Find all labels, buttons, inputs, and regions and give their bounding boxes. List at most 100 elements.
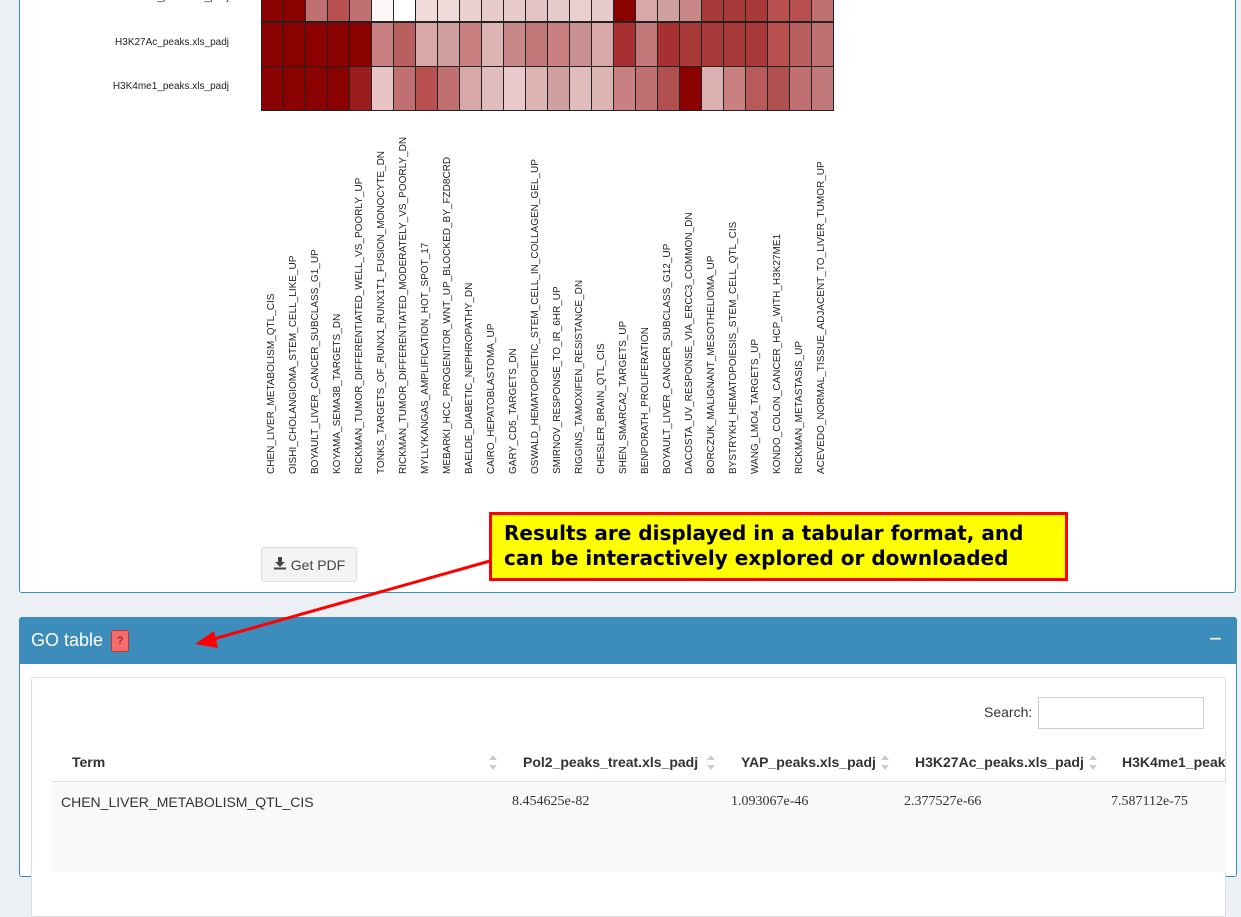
sort-icon[interactable] xyxy=(705,746,717,780)
heatmap-cell xyxy=(569,0,592,22)
heatmap-column-text: BOYAULT_LIVER_CANCER_SUBCLASS_G12_UP xyxy=(662,243,673,474)
heatmap-cell xyxy=(613,66,636,111)
heatmap-column-label: RICKMAN_METASTASIS_UP xyxy=(790,134,810,474)
heatmap-cell xyxy=(327,0,350,22)
heatmap-cell xyxy=(349,0,372,22)
heatmap-column-label: MEBARKI_HCC_PROGENITOR_WNT_UP_BLOCKED_BY… xyxy=(438,134,458,474)
annotation-callout: Results are displayed in a tabular forma… xyxy=(489,512,1068,581)
heatmap-column-text: KONDO_COLON_CANCER_HCP_WITH_H3K27ME1 xyxy=(772,233,783,474)
heatmap-cell xyxy=(811,66,834,111)
heatmap-cell xyxy=(789,66,812,111)
heatmap-cell xyxy=(503,22,526,67)
heatmap-cell xyxy=(635,22,658,67)
heatmap-cell xyxy=(767,66,790,111)
column-header-yap[interactable]: YAP_peaks.xls_padj xyxy=(741,754,876,770)
help-badge[interactable]: ? xyxy=(111,630,129,652)
heatmap-column-text: RIGGINS_TAMOXIFEN_RESISTANCE_DN xyxy=(574,279,585,474)
heatmap-cell xyxy=(591,66,614,111)
heatmap-cell xyxy=(415,0,438,22)
heatmap-column-text: RICKMAN_TUMOR_DIFFERENTIATED_MODERATELY_… xyxy=(398,136,409,474)
heatmap-column-text: CAIRO_HEPATOBLASTOMA_UP xyxy=(486,323,497,474)
heatmap-cell xyxy=(349,66,372,111)
heatmap-column-label: ACEVEDO_NORMAL_TISSUE_ADJACENT_TO_LIVER_… xyxy=(812,134,832,474)
heatmap-column-label: SMIRNOV_RESPONSE_TO_IR_6HR_UP xyxy=(548,134,568,474)
heatmap-cell xyxy=(371,66,394,111)
heatmap-cell xyxy=(723,66,746,111)
column-header-pol2[interactable]: Pol2_peaks_treat.xls_padj xyxy=(523,754,699,770)
cell-term: CHEN_LIVER_METABOLISM_QTL_CIS xyxy=(61,794,314,810)
heatmap-column-label: MYLLYKANGAS_AMPLIFICATION_HOT_SPOT_17 xyxy=(416,134,436,474)
heatmap-column-text: MYLLYKANGAS_AMPLIFICATION_HOT_SPOT_17 xyxy=(420,242,431,474)
heatmap-cell xyxy=(261,0,284,22)
cell-h3k27ac: 2.377527e-66 xyxy=(904,794,982,809)
heatmap-cell xyxy=(393,22,416,67)
sort-icon[interactable] xyxy=(1087,746,1099,780)
heatmap-cell xyxy=(569,22,592,67)
heatmap-cell xyxy=(503,0,526,22)
column-header-term[interactable]: Term xyxy=(72,754,106,770)
heatmap-cell xyxy=(745,0,768,22)
search-label: Search: xyxy=(984,704,1033,720)
heatmap-cell xyxy=(437,22,460,67)
go-table-header: GO table ? − xyxy=(20,618,1236,664)
heatmap-cell xyxy=(437,0,460,22)
heatmap-cell xyxy=(437,66,460,111)
heatmap-column-text: SMIRNOV_RESPONSE_TO_IR_6HR_UP xyxy=(552,286,563,474)
heatmap-column-label: RICKMAN_TUMOR_DIFFERENTIATED_MODERATELY_… xyxy=(394,134,414,474)
heatmap-column-text: BYSTRYKH_HEMATOPOIESIS_STEM_CELL_QTL_CIS xyxy=(728,221,739,474)
heatmap-column-text: RICKMAN_METASTASIS_UP xyxy=(794,341,805,474)
cell-pol2: 8.454625e-82 xyxy=(512,794,590,809)
heatmap-cell xyxy=(327,22,350,67)
heatmap-column-text: BENPORATH_PROLIFERATION xyxy=(640,327,651,474)
heatmap-column-label: DACOSTA_UV_RESPONSE_VIA_ERCC3_COMMON_DN xyxy=(680,134,700,474)
heatmap-cell xyxy=(305,0,328,22)
heatmap-column-label: TONKS_TARGETS_OF_RUNX1_RUNX1T1_FUSION_MO… xyxy=(372,134,392,474)
heatmap-cell xyxy=(745,66,768,111)
heatmap-column-text: DACOSTA_UV_RESPONSE_VIA_ERCC3_COMMON_DN xyxy=(684,212,695,474)
heatmap-column-label: KONDO_COLON_CANCER_HCP_WITH_H3K27ME1 xyxy=(768,134,788,474)
heatmap-cell xyxy=(525,0,548,22)
heatmap-cell xyxy=(723,22,746,67)
heatmap-column-text: SHEN_SMARCA2_TARGETS_UP xyxy=(618,320,629,474)
heatmap-cell xyxy=(261,66,284,111)
heatmap-column-label: CHEN_LIVER_METABOLISM_QTL_CIS xyxy=(262,134,282,474)
heatmap-cell xyxy=(591,22,614,67)
heatmap-cell xyxy=(459,66,482,111)
heatmap-column-text: TONKS_TARGETS_OF_RUNX1_RUNX1T1_FUSION_MO… xyxy=(376,150,387,474)
heatmap-cell xyxy=(261,22,284,67)
download-icon xyxy=(273,556,287,573)
cell-h3k4me1: 7.587112e-75 xyxy=(1111,794,1188,809)
heatmap-column-label: BORCZUK_MALIGNANT_MESOTHELIOMA_UP xyxy=(702,134,722,474)
column-header-h3k4me1[interactable]: H3K4me1_peak xyxy=(1122,754,1226,770)
heatmap-cell xyxy=(657,22,680,67)
heatmap-column-label: SHEN_SMARCA2_TARGETS_UP xyxy=(614,134,634,474)
heatmap-cell xyxy=(349,22,372,67)
heatmap-column-text: MEBARKI_HCC_PROGENITOR_WNT_UP_BLOCKED_BY… xyxy=(442,156,453,474)
column-header-h3k27ac[interactable]: H3K27Ac_peaks.xls_padj xyxy=(915,754,1084,770)
heatmap-column-label: CAIRO_HEPATOBLASTOMA_UP xyxy=(482,134,502,474)
heatmap-cell xyxy=(305,66,328,111)
collapse-button[interactable]: − xyxy=(1209,626,1222,651)
search-input[interactable] xyxy=(1038,697,1204,729)
heatmap-cell xyxy=(591,0,614,22)
heatmap-cell xyxy=(283,0,306,22)
heatmap-cell xyxy=(569,66,592,111)
heatmap-column-text: RICKMAN_TUMOR_DIFFERENTIATED_WELL_VS_POO… xyxy=(354,177,365,474)
sort-icon[interactable] xyxy=(487,746,499,780)
heatmap-column-text: GARY_CD5_TARGETS_DN xyxy=(508,348,519,474)
heatmap-column-label: RIGGINS_TAMOXIFEN_RESISTANCE_DN xyxy=(570,134,590,474)
heatmap-column-label: BOYAULT_LIVER_CANCER_SUBCLASS_G1_UP xyxy=(306,134,326,474)
heatmap-column-text: ACEVEDO_NORMAL_TISSUE_ADJACENT_TO_LIVER_… xyxy=(816,161,827,474)
heatmap-cell xyxy=(811,0,834,22)
heatmap-cell xyxy=(657,0,680,22)
get-pdf-button[interactable]: Get PDF xyxy=(261,547,357,582)
heatmap-cell xyxy=(415,66,438,111)
heatmap-cell xyxy=(811,22,834,67)
heatmap-cell xyxy=(679,0,702,22)
sort-icon[interactable] xyxy=(879,746,891,780)
heatmap-cell xyxy=(305,22,328,67)
panel-title: GO table xyxy=(31,630,104,650)
heatmap-column-label: CHESLER_BRAIN_QTL_CIS xyxy=(592,134,612,474)
heatmap-cell xyxy=(547,22,570,67)
heatmap-cell xyxy=(283,66,306,111)
